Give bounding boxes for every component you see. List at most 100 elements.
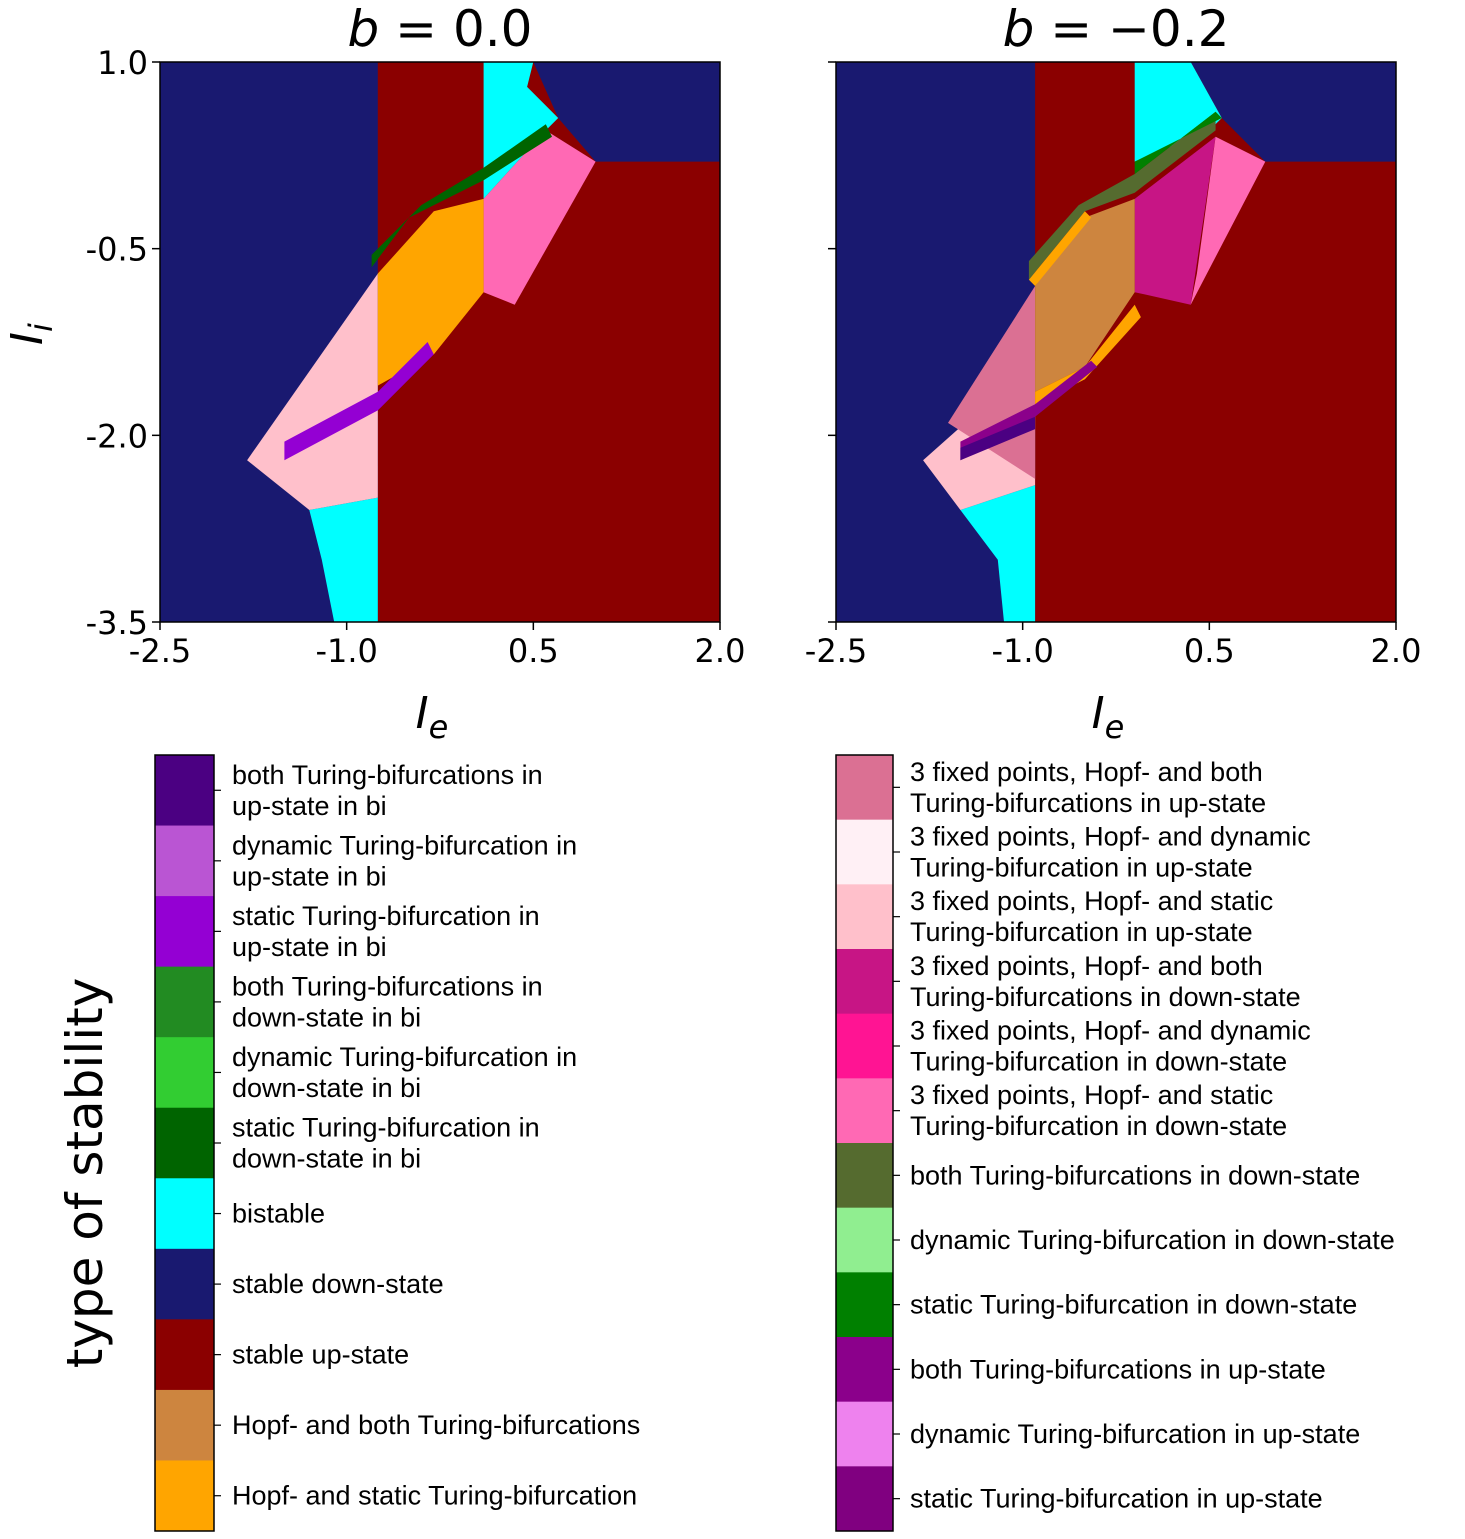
- colorbar-label-line: both Turing-bifurcations in: [232, 760, 543, 790]
- colorbar-label-line: dynamic Turing-bifurcation in: [232, 1042, 577, 1072]
- colorbar-label-line: 3 fixed points, Hopf- and both: [910, 757, 1263, 787]
- colorbar-swatch: [836, 755, 893, 821]
- chart-title: b = −0.2: [1003, 0, 1230, 58]
- colorbar-label-line: static Turing-bifurcation in: [232, 901, 540, 931]
- colorbar-label-line: down-state in bi: [232, 1073, 421, 1103]
- x-axis-label-sub: e: [1105, 708, 1125, 746]
- colorbar-label-line: down-state in bi: [232, 1144, 421, 1174]
- region-stable-up-state: [1035, 62, 1396, 622]
- region-static-turing-bifurcation-in-up-state-in-bi: [284, 342, 434, 461]
- x-axis-label: Ie: [416, 688, 449, 746]
- colorbar-swatch: [836, 1207, 893, 1273]
- colorbar-label: 3 fixed points, Hopf- and both Turing-bif…: [910, 951, 1301, 1012]
- colorbar-label-line: Turing-bifurcations in down-state: [910, 982, 1301, 1012]
- colorbar-label-line: dynamic Turing-bifurcation in: [232, 830, 577, 860]
- colorbar-swatch: [836, 1143, 893, 1209]
- plot-frame: [159, 61, 721, 623]
- colorbar-label: both Turing-bifurcations in up-state in b…: [232, 760, 543, 821]
- colorbar-label-line: Hopf- and static Turing-bifurcation: [232, 1481, 637, 1511]
- colorbar-label: 3 fixed points, Hopf- and both Turing-bif…: [910, 757, 1266, 818]
- region-hopf-and-static-turing-bifurcation: [1028, 211, 1092, 286]
- colorbar-label: Hopf- and static Turing-bifurcation: [232, 1481, 637, 1511]
- colorbar-label-line: 3 fixed points, Hopf- and both: [910, 951, 1263, 981]
- colorbar-label: 3 fixed points, Hopf- and dynamic Turing-…: [910, 1016, 1311, 1077]
- colorbar-label: dynamic Turing-bifurcation in down-state: [910, 1225, 1395, 1255]
- region-3-fixed-points-hopf-and-static-turing-bifurcation-in-down-state: [1190, 136, 1266, 305]
- colorbar-label-line: dynamic Turing-bifurcation in up-state: [910, 1419, 1360, 1449]
- title-equals: =: [379, 0, 453, 58]
- colorbar-label-line: stable up-state: [232, 1340, 409, 1370]
- colorbar-swatch: [836, 1013, 893, 1079]
- region-static-turing-bifurcation-in-down-state: [1134, 111, 1222, 174]
- colorbar-label: static Turing-bifurcation in up-state: [910, 1484, 1323, 1514]
- x-axis-label-main: I: [1092, 688, 1105, 739]
- colorbar-label-line: up-state in bi: [232, 791, 387, 821]
- colorbar-label: both Turing-bifurcations in down-state in…: [232, 971, 543, 1032]
- colorbar-label-line: dynamic Turing-bifurcation in down-state: [910, 1225, 1395, 1255]
- x-tick-label: -2.5: [805, 632, 867, 670]
- chart-title: b = 0.0: [348, 0, 533, 58]
- y-tick-label: -0.5: [86, 231, 148, 269]
- colorbar-label: static Turing-bifurcation in down-state: [910, 1290, 1357, 1320]
- colorbar-label: stable up-state: [232, 1340, 409, 1370]
- region-both-turing-bifurcations-in-down-state: [1028, 111, 1216, 280]
- x-tick-label: 2.0: [1371, 632, 1422, 670]
- colorbar-swatch: [155, 1248, 214, 1320]
- colorbar-label: 3 fixed points, Hopf- and static Turing-b…: [910, 1080, 1287, 1141]
- colorbar-label: dynamic Turing-bifurcation in down-state …: [232, 1042, 577, 1103]
- y-tick-label: -2.0: [86, 417, 148, 455]
- colorbar-frame: [835, 754, 894, 1532]
- colorbar-label-line: static Turing-bifurcation in down-state: [910, 1290, 1357, 1320]
- x-tick-label: 0.5: [508, 632, 559, 670]
- region-static-turing-bifurcation-in-up-state: [960, 416, 1036, 461]
- regions-group: [247, 62, 720, 622]
- title-equals: =: [1034, 0, 1108, 58]
- colorbar-label-line: both Turing-bifurcations in up-state: [910, 1354, 1326, 1384]
- x-tick-label: -1.0: [991, 632, 1053, 670]
- region-hopf-and-static-turing-bifurcation: [1035, 304, 1141, 405]
- y-axis-label-sub: i: [22, 323, 60, 332]
- colorbar-label-line: Turing-bifurcation in down-state: [910, 1111, 1287, 1141]
- title-variable: b: [348, 0, 380, 58]
- y-axis-label: Ii: [2, 323, 60, 345]
- colorbar-label-line: up-state in bi: [232, 932, 387, 962]
- colorbar-swatch: [836, 1466, 893, 1532]
- colorbar-label-line: Turing-bifurcation in up-state: [910, 917, 1253, 947]
- colorbar-label-line: static Turing-bifurcation in up-state: [910, 1484, 1323, 1514]
- colorbar-swatch: [836, 949, 893, 1015]
- x-tick-label: -2.5: [129, 632, 191, 670]
- colorbar-label: static Turing-bifurcation in up-state in …: [232, 901, 540, 962]
- x-tick-label: -1.0: [315, 632, 377, 670]
- colorbar-label-line: up-state in bi: [232, 861, 387, 891]
- colorbar-label: both Turing-bifurcations in down-state: [910, 1160, 1360, 1190]
- colorbar-label: both Turing-bifurcations in up-state: [910, 1354, 1326, 1384]
- region-3-fixed-points-hopf-and-both-turing-bifurcations-in-down-state: [1134, 136, 1216, 305]
- y-tick-label: 1.0: [97, 44, 148, 82]
- region-3-fixed-points-hopf-and-static-turing-bifurcation-in-up-state: [247, 273, 378, 510]
- colorbar-label-line: stable down-state: [232, 1269, 444, 1299]
- colorbar-swatch: [836, 1272, 893, 1338]
- colorbar-label: static Turing-bifurcation in down-state i…: [232, 1113, 540, 1174]
- region-static-turing-bifurcation-in-down-state-in-bi: [371, 124, 552, 268]
- colorbar-label-line: 3 fixed points, Hopf- and static: [910, 886, 1273, 916]
- colorbar-label: 3 fixed points, Hopf- and static Turing-b…: [910, 886, 1273, 947]
- colorbar-swatch: [836, 1337, 893, 1403]
- colorbar-label-line: 3 fixed points, Hopf- and dynamic: [910, 822, 1311, 852]
- colorbar-label: stable down-state: [232, 1269, 444, 1299]
- region-hopf-and-both-turing-bifurcations: [1035, 198, 1135, 392]
- colorbar-swatch: [836, 884, 893, 950]
- x-axis-label: Ie: [1092, 688, 1125, 746]
- x-axis-label-sub: e: [429, 708, 449, 746]
- x-axis-label-main: I: [416, 688, 429, 739]
- colorbar-label-line: down-state in bi: [232, 1002, 421, 1032]
- region-bistable: [1134, 62, 1222, 162]
- colorbar-label-line: Hopf- and both Turing-bifurcations: [232, 1410, 640, 1440]
- region-bistable: [960, 485, 1036, 622]
- colorbar-frame: [154, 754, 215, 1532]
- plot-frame: [835, 61, 1397, 623]
- colorbar-label-line: static Turing-bifurcation in: [232, 1113, 540, 1143]
- colorbar-swatch: [155, 1319, 214, 1391]
- colorbar-label: Hopf- and both Turing-bifurcations: [232, 1410, 640, 1440]
- colorbar-swatch: [155, 755, 214, 827]
